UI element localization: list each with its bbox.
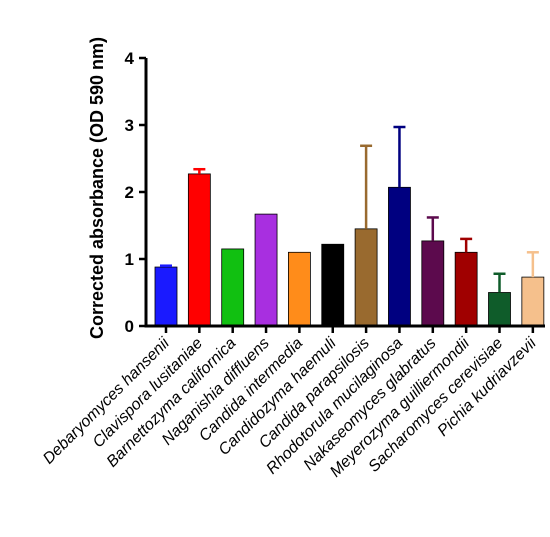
bar — [388, 186, 411, 327]
error-bars — [160, 125, 539, 293]
axes — [144, 58, 545, 328]
y-tick-label: 1 — [125, 250, 134, 269]
y-tick-label: 0 — [125, 317, 134, 336]
bar — [254, 213, 278, 327]
bar — [521, 276, 545, 327]
y-tick-label: 3 — [125, 116, 134, 135]
bar — [287, 251, 311, 327]
bar — [421, 240, 445, 327]
bar — [221, 248, 245, 327]
category-label: Debaryomyces hansenii — [40, 334, 173, 467]
y-tick-label: 4 — [125, 49, 135, 68]
bar — [187, 173, 211, 327]
bar — [154, 266, 178, 327]
y-axis-title: Corrected absorbance (OD 590 nm) — [87, 37, 107, 339]
bar — [321, 243, 345, 327]
y-tick-label: 2 — [125, 183, 134, 202]
y-axis: 0 1 2 3 4 — [125, 49, 146, 336]
bar — [354, 228, 378, 327]
bars — [154, 173, 545, 327]
bar — [488, 292, 511, 327]
bar — [454, 251, 478, 327]
